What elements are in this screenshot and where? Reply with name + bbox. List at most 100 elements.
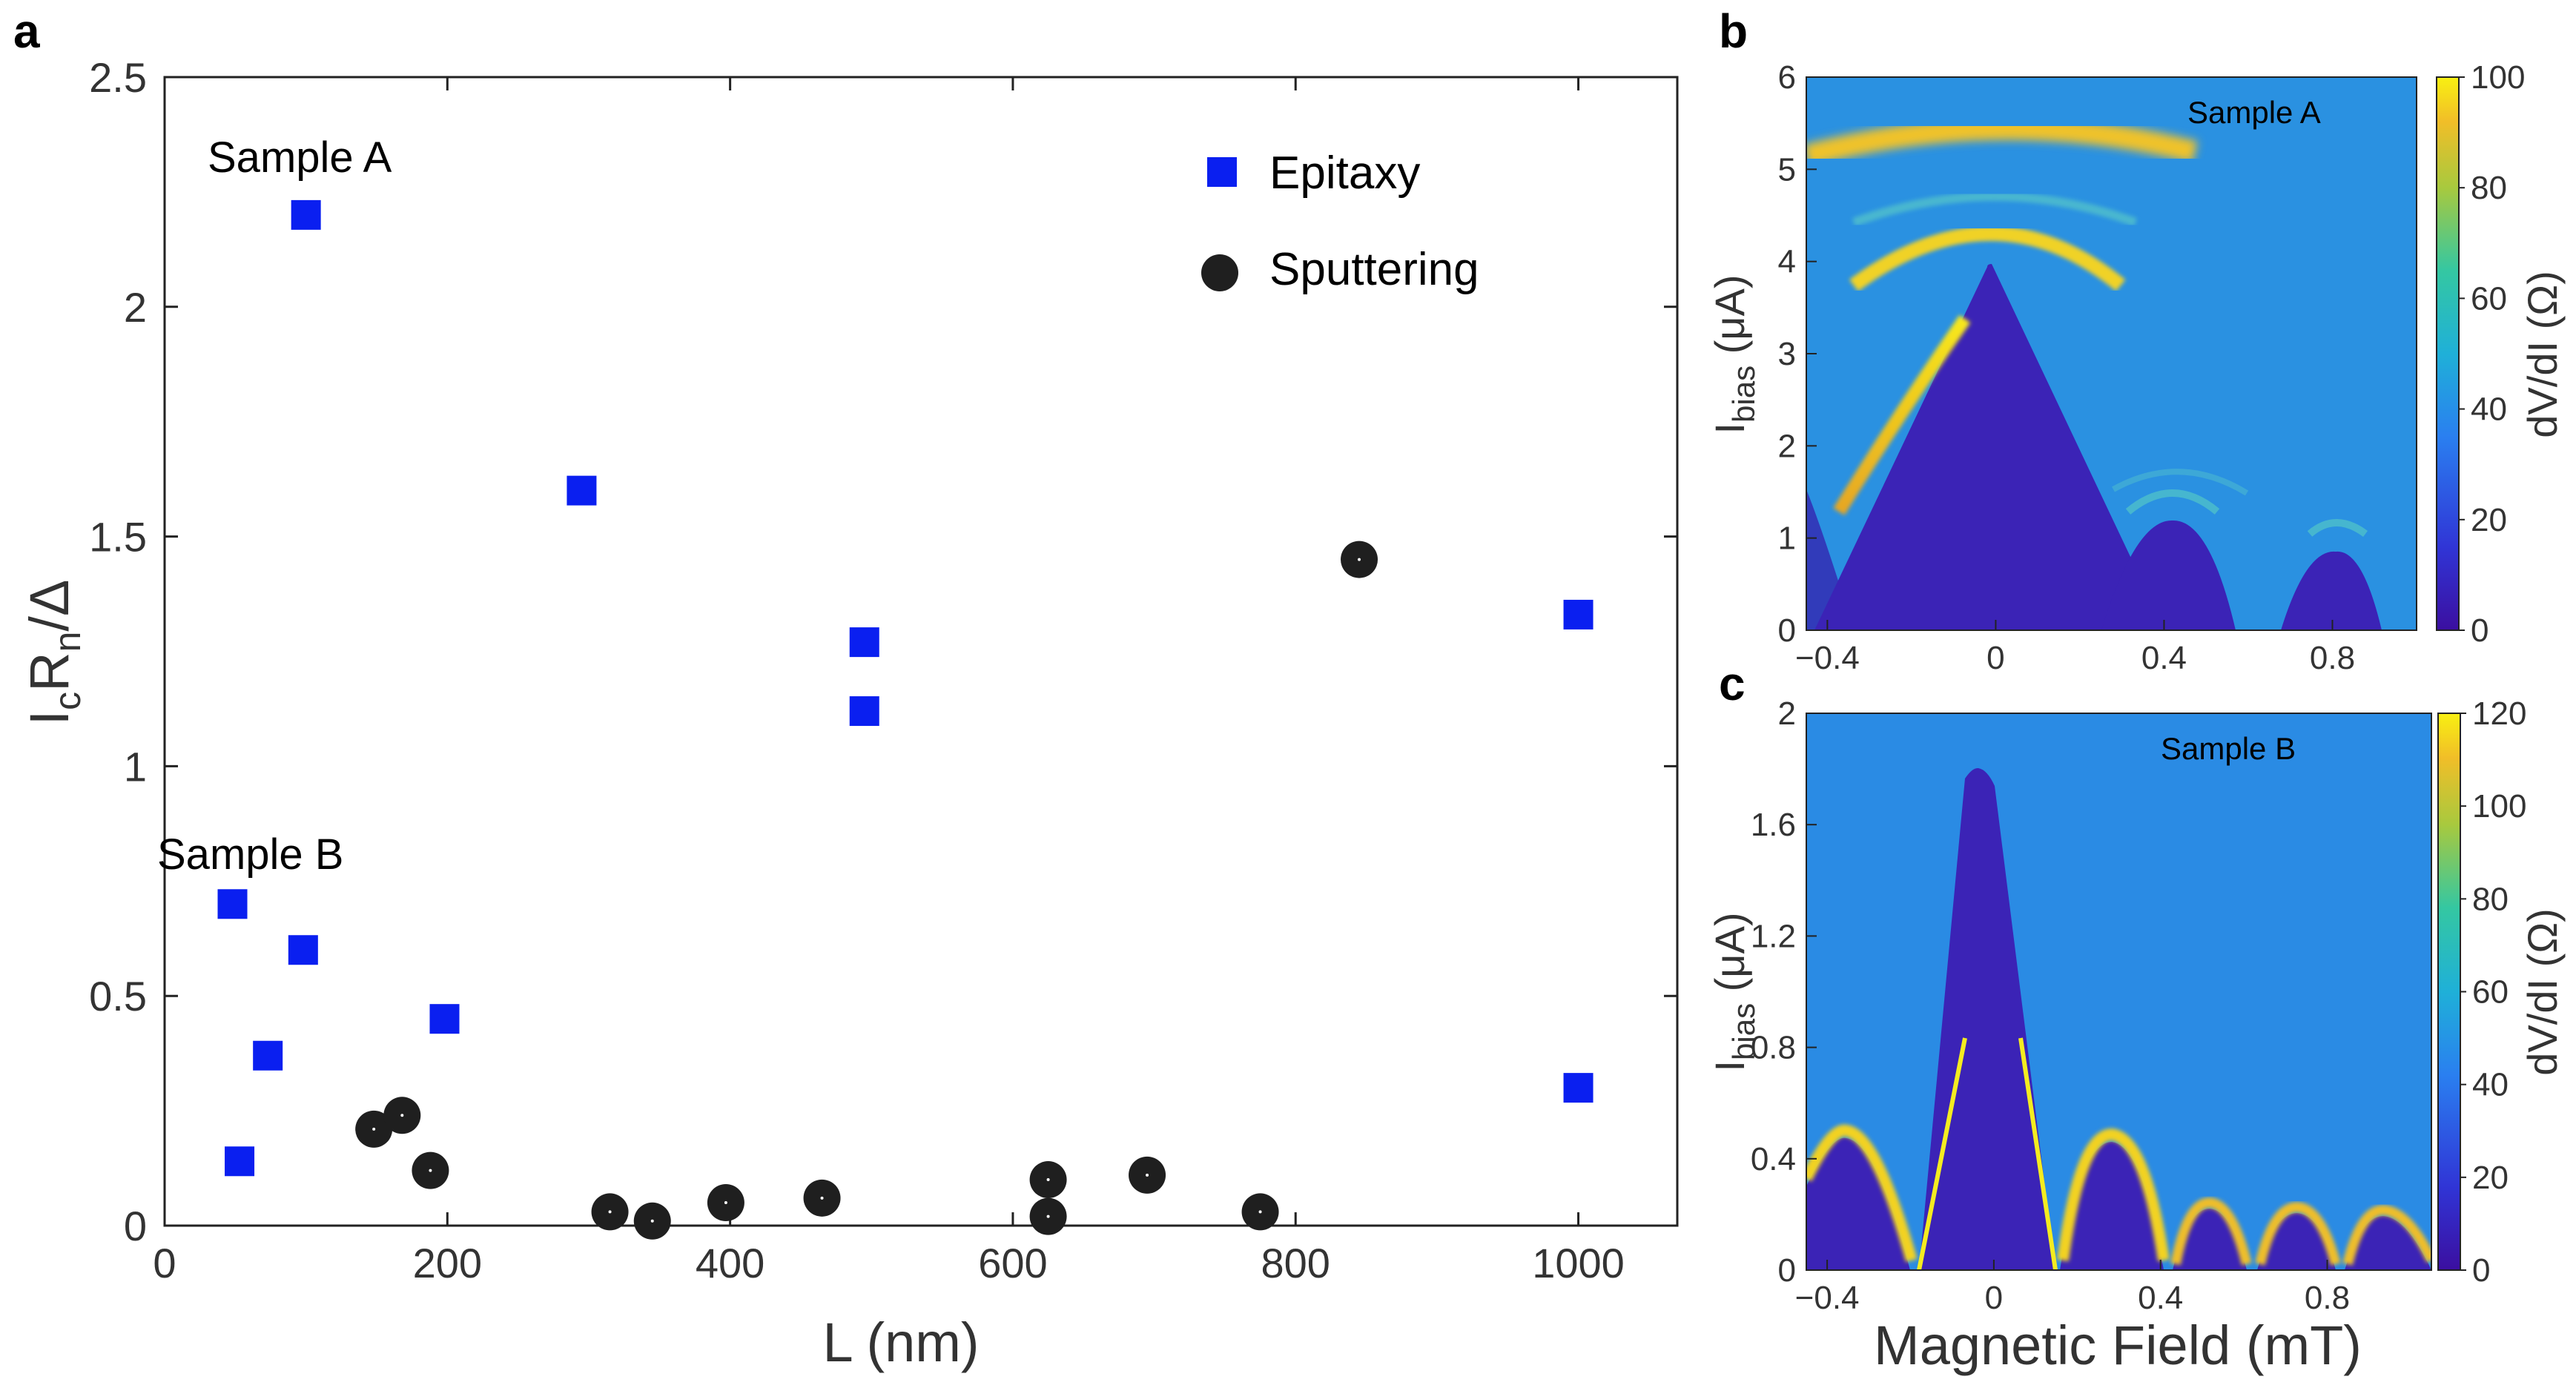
panel-b-colorbar-label: dV/dI (Ω) xyxy=(2519,271,2566,437)
panel_c-colorbar-tick-label: 0 xyxy=(2472,1252,2490,1289)
panel-c-heatmap: −0.4 0 0.4 0.8 00.40.81.21.62 Sample B Ibia… xyxy=(1706,695,2566,1376)
panel_c-x-tick-label: 0 xyxy=(1985,1280,2003,1316)
panel_b-x-tick-label: 0 xyxy=(1987,640,2004,676)
epitaxy-point xyxy=(567,475,597,506)
panel_b-x-tick-label: 0.8 xyxy=(2310,640,2355,676)
panel-a-y-tick-label: 0 xyxy=(124,1203,147,1249)
sputtering-point-center xyxy=(724,1201,727,1205)
epitaxy-point xyxy=(253,1040,283,1071)
panel-c-side-lobe-left xyxy=(1806,1137,1910,1270)
legend-sputtering-label: Sputtering xyxy=(1269,244,1479,295)
panel_b-y-tick-label: 3 xyxy=(1778,336,1796,372)
panel-letter-b: b xyxy=(1719,4,1748,58)
panel_c-colorbar-tick-label: 120 xyxy=(2472,695,2526,732)
panel-b-y-axis-label: Ibias (μA) xyxy=(1706,274,1761,434)
panel_b-colorbar-tick-label: 0 xyxy=(2471,612,2489,649)
panel-letter-c: c xyxy=(1719,657,1746,710)
sputtering-point-center xyxy=(608,1210,612,1214)
panel_c-x-tick-label: 0.8 xyxy=(2305,1280,2350,1316)
panel-a-y-ticks: 0 0.5 1 1.5 2 2.5 xyxy=(89,54,1677,1249)
sputtering-point-center xyxy=(372,1127,376,1131)
sputtering-point-center xyxy=(1046,1214,1050,1218)
panel-a-scatter: 0 200 400 600 800 1000 0 0.5 1 1.5 2 2.5 L (nm) Ic… xyxy=(19,54,1679,1373)
panel-c-x-ticks: −0.4 0 0.4 0.8 xyxy=(1795,1260,2350,1316)
epitaxy-point xyxy=(288,935,318,965)
panel_c-y-tick-label: 1.6 xyxy=(1751,807,1796,843)
panel-a-markers xyxy=(217,199,1594,1240)
panel_b-y-tick-label: 1 xyxy=(1778,520,1796,557)
panel-a-y-tick-label: 2.5 xyxy=(89,54,147,101)
panel-a-y-tick-label: 1 xyxy=(124,743,147,790)
epitaxy-point xyxy=(1563,1073,1594,1103)
panel-b-central-lobe xyxy=(1814,264,2165,630)
panel-a-x-tick-label: 600 xyxy=(978,1240,1047,1286)
epitaxy-point xyxy=(291,199,321,230)
sputtering-point-center xyxy=(400,1114,404,1117)
panel-a-y-tick-label: 0.5 xyxy=(89,973,147,1019)
svg-text:Ibias (μA): Ibias (μA) xyxy=(1706,274,1761,434)
epitaxy-point xyxy=(1563,599,1594,629)
legend-sputtering-marker xyxy=(1201,254,1238,291)
panel_b-y-tick-label: 0 xyxy=(1778,612,1796,649)
panel-a-x-axis-label: L (nm) xyxy=(822,1312,979,1373)
sputtering-point-center xyxy=(429,1169,432,1172)
epitaxy-point xyxy=(217,889,248,919)
panel_c-y-tick-label: 0 xyxy=(1778,1252,1796,1289)
panel-a-y-axis-label: IcRn/Δ xyxy=(19,580,88,726)
panel_b-colorbar-tick-label: 80 xyxy=(2471,170,2507,206)
panel_c-colorbar-tick-label: 20 xyxy=(2472,1160,2509,1196)
epitaxy-point xyxy=(225,1146,255,1177)
panel-a-x-tick-label: 0 xyxy=(153,1240,176,1286)
panel-b-side-lobe-2 xyxy=(2281,551,2382,630)
sputtering-point-center xyxy=(1358,558,1361,561)
panel_b-y-tick-label: 5 xyxy=(1778,151,1796,188)
panel-c-colorbar-label: dV/dI (Ω) xyxy=(2519,908,2566,1075)
epitaxy-point xyxy=(429,1004,460,1034)
svg-text:Ibias (μA): Ibias (μA) xyxy=(1706,912,1761,1071)
panel_b-y-tick-label: 4 xyxy=(1778,244,1796,280)
panel_c-colorbar-tick-label: 80 xyxy=(2472,881,2509,917)
panel_b-y-tick-label: 6 xyxy=(1778,59,1796,96)
panel-c-central-lobe xyxy=(1919,767,2055,1270)
panel-a-x-tick-label: 200 xyxy=(413,1240,482,1286)
panel-c-map xyxy=(1806,713,2431,1270)
panel-c-y-axis-label: Ibias (μA) xyxy=(1706,912,1761,1071)
panel_c-colorbar-tick-label: 100 xyxy=(2472,788,2526,824)
panel-c-x-axis-label: Magnetic Field (mT) xyxy=(1874,1315,2362,1376)
panel-b-y-ticks: 0 1 2 3 4 5 6 xyxy=(1778,59,1817,649)
panel-b-arc-1 xyxy=(1849,226,2126,292)
panel_c-y-tick-label: 2 xyxy=(1778,695,1796,732)
panel_b-colorbar-tick-label: 60 xyxy=(2471,280,2507,317)
panel-c-annotation: Sample B xyxy=(2161,731,2296,766)
epitaxy-point xyxy=(849,696,879,727)
panel_b-colorbar-tick-label: 100 xyxy=(2471,59,2525,96)
panel-a-x-tick-label: 400 xyxy=(696,1240,764,1286)
panel-b-side-lobe-1 xyxy=(2101,520,2236,630)
panel_c-y-tick-label: 0.4 xyxy=(1751,1141,1796,1177)
sputtering-point-center xyxy=(1258,1210,1262,1214)
panel-c-side-lobe-4 xyxy=(2345,1216,2431,1270)
legend-epitaxy-marker xyxy=(1207,157,1237,187)
annotation-sample-a: Sample A xyxy=(208,133,392,182)
epitaxy-point xyxy=(849,627,879,658)
panel_c-x-tick-label: 0.4 xyxy=(2138,1280,2183,1316)
panel-c-y-ticks: 0 0.4 0.8 1.2 1.6 2 xyxy=(1751,695,1817,1289)
panel-b-arc-2 xyxy=(1806,117,2198,167)
sputtering-point-center xyxy=(650,1219,654,1223)
sputtering-point-center xyxy=(1046,1178,1050,1182)
panel_b-colorbar-tick-label: 20 xyxy=(2471,502,2507,538)
panel-a-axes-box xyxy=(163,76,1679,1227)
annotation-sample-b: Sample B xyxy=(157,830,343,879)
panel_c-colorbar-tick-label: 60 xyxy=(2472,974,2509,1011)
sputtering-point-center xyxy=(820,1196,824,1200)
panel_c-x-tick-label: −0.4 xyxy=(1795,1280,1860,1316)
panel-b-x-ticks: −0.4 0 0.4 0.8 xyxy=(1795,620,2355,676)
panel-b-map xyxy=(1806,77,2417,630)
panel_b-x-tick-label: 0.4 xyxy=(2141,640,2187,676)
panel-c-colorbar xyxy=(2437,713,2461,1271)
panel-b-colorbar-ticks: 0 20 40 60 80 100 xyxy=(2459,59,2525,649)
panel-letter-a: a xyxy=(13,4,40,58)
panel_b-x-tick-label: −0.4 xyxy=(1795,640,1860,676)
panel-a-x-tick-label: 1000 xyxy=(1532,1240,1625,1286)
